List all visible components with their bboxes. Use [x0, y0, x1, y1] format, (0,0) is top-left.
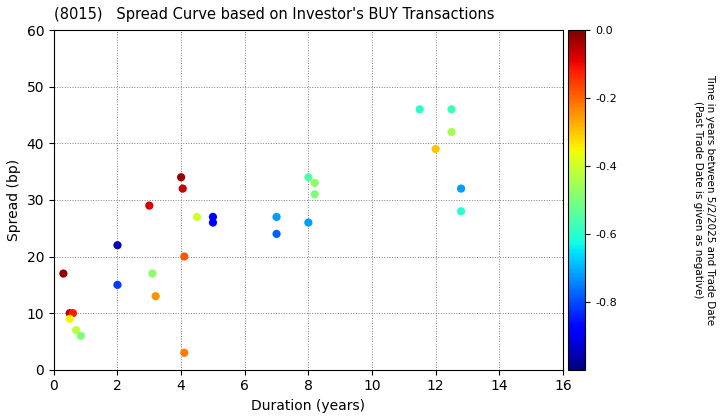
Point [309, 191, 320, 198]
Point [446, 129, 457, 135]
Y-axis label: Time in years between 5/2/2025 and Trade Date
(Past Trade Date is given as negat: Time in years between 5/2/2025 and Trade… [693, 74, 715, 326]
Point [430, 146, 441, 152]
Point [64, 315, 76, 322]
Point [455, 185, 467, 192]
Text: (8015)   Spread Curve based on Investor's BUY Transactions: (8015) Spread Curve based on Investor's … [54, 7, 495, 22]
Point [455, 208, 467, 215]
Point [271, 231, 282, 237]
Point [147, 270, 158, 277]
Point [75, 333, 86, 339]
Point [150, 293, 161, 299]
Point [302, 219, 314, 226]
Point [179, 349, 190, 356]
Point [414, 106, 426, 113]
Point [143, 202, 155, 209]
Point [309, 180, 320, 186]
Point [207, 213, 219, 220]
Point [112, 242, 123, 249]
Point [271, 213, 282, 220]
Point [112, 281, 123, 288]
Point [71, 327, 82, 333]
X-axis label: Duration (years): Duration (years) [251, 399, 365, 413]
Point [207, 219, 219, 226]
Point [302, 174, 314, 181]
Y-axis label: Spread (bp): Spread (bp) [7, 159, 21, 241]
Point [446, 106, 457, 113]
Point [58, 270, 69, 277]
Point [64, 310, 76, 317]
Point [177, 185, 189, 192]
Point [176, 174, 187, 181]
Point [192, 213, 203, 220]
Point [67, 310, 78, 317]
Point [179, 253, 190, 260]
